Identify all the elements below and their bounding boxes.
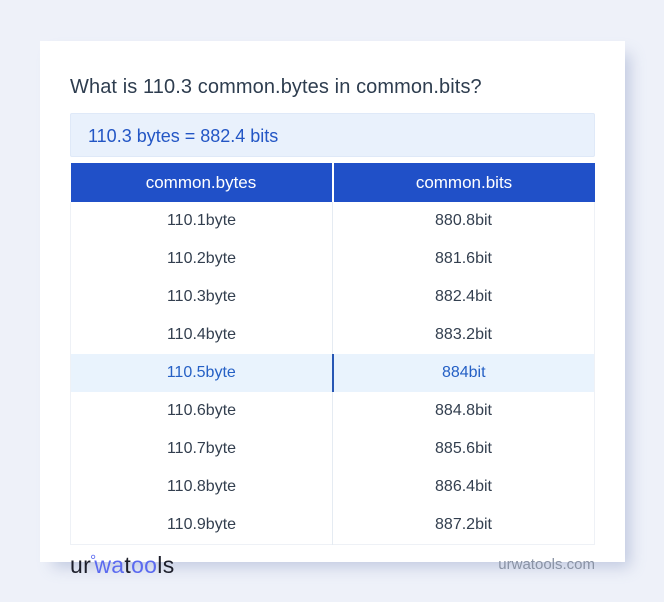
bits-cell[interactable]: 883.2bit [435,326,492,343]
bytes-cell[interactable]: 110.2byte [70,240,333,278]
column-header-bits: common.bits [332,163,595,202]
conversion-table-body: 110.1byte 880.8bit 110.2byte 881.6bit 110.3b… [70,202,595,545]
table-row: 110.4byte 883.2bit [70,316,595,354]
table-row: 110.1byte 880.8bit [70,202,595,240]
bytes-cell[interactable]: 110.8byte [70,468,333,506]
card-footer: ur°watools urwatools.com [70,545,595,584]
table-row: 110.7byte 885.6bit [70,430,595,468]
conversion-result: 110.3 bytes = 882.4 bits [70,113,595,157]
conversion-table: common.bytes common.bits 110.1byte 880.8b… [70,163,595,545]
bits-cell[interactable]: 884.8bit [435,402,492,419]
bytes-cell[interactable]: 110.3byte [70,278,333,316]
page-title: What is 110.3 common.bytes in common.bit… [70,76,482,98]
bits-cell[interactable]: 887.2bit [435,516,492,533]
bytes-cell[interactable]: 110.5byte [70,354,334,392]
bytes-cell[interactable]: 110.9byte [70,506,333,545]
bits-cell[interactable]: 885.6bit [435,440,492,457]
table-row: 110.6byte 884.8bit [70,392,595,430]
bits-cell[interactable]: 880.8bit [435,212,492,229]
bits-cell[interactable]: 881.6bit [435,250,492,267]
table-row: 110.9byte 887.2bit [70,506,595,545]
logo-text-segment: wa [94,551,125,578]
conversion-card: What is 110.3 common.bytes in common.bit… [40,41,625,576]
table-row: 110.3byte 882.4bit [70,278,595,316]
bytes-cell[interactable]: 110.1byte [70,202,333,240]
table-row: 110.2byte 881.6bit [70,240,595,278]
bytes-cell[interactable]: 110.4byte [70,316,333,354]
table-row: 110.8byte 886.4bit [70,468,595,506]
bytes-cell[interactable]: 110.6byte [70,392,333,430]
logo-text-segment: ur [70,551,92,578]
bits-cell[interactable]: 886.4bit [435,478,492,495]
table-row: 110.5byte 884bit [70,354,595,392]
logo-ring-icon: ° [90,551,97,569]
logo-text-segment: oo [131,551,158,578]
table-header-row: common.bytes common.bits [70,163,595,202]
site-url: urwatools.com [498,556,595,573]
urwatools-logo[interactable]: ur°watools [70,553,175,577]
logo-text-segment: ls [157,551,175,578]
logo-text-segment: t [124,551,132,578]
bits-cell[interactable]: 884bit [332,354,595,392]
bytes-cell[interactable]: 110.7byte [70,430,333,468]
column-header-bytes: common.bytes [70,163,334,202]
bits-cell[interactable]: 882.4bit [435,288,492,305]
